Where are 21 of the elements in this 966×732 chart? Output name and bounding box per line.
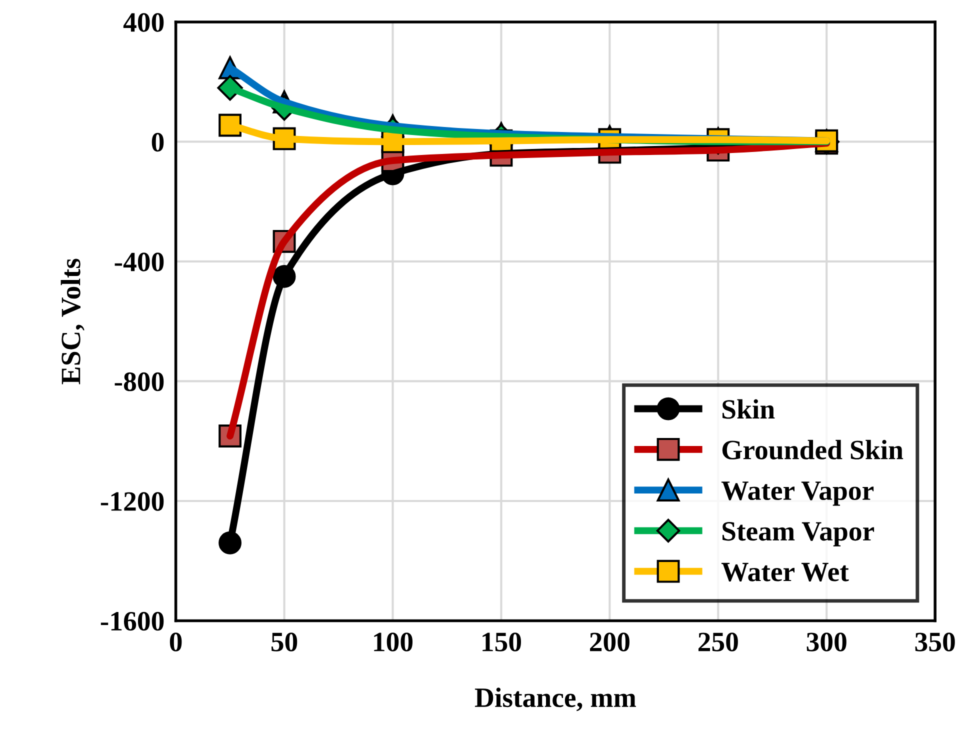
legend-label: Water Wet (721, 562, 849, 582)
x-tick-label: 150 (482, 632, 521, 652)
y-tick-label: -1600 (100, 612, 164, 631)
x-axis-title: Distance, mm (474, 688, 636, 712)
legend-label: Skin (722, 399, 775, 419)
x-tick-label: 200 (590, 632, 630, 652)
x-tick-label: 350 (915, 632, 955, 652)
x-tick-label: 300 (806, 632, 846, 652)
y-tick-label: -800 (114, 372, 164, 392)
y-tick-label: 0 (152, 132, 164, 152)
legend-label: Water Vapor (721, 482, 874, 506)
y-tick-label: -400 (114, 252, 164, 272)
legend-label: Grounded Skin (722, 440, 904, 460)
y-axis-title: ESC, Volts (60, 258, 84, 384)
x-tick-label: 0 (170, 632, 182, 652)
y-tick-label: -1200 (100, 492, 164, 511)
x-tick-label: 50 (272, 632, 298, 652)
y-tick-label: 400 (123, 13, 164, 32)
x-tick-label: 250 (698, 632, 738, 652)
legend-label: Steam Vapor (722, 522, 874, 546)
x-tick-label: 100 (374, 632, 413, 652)
